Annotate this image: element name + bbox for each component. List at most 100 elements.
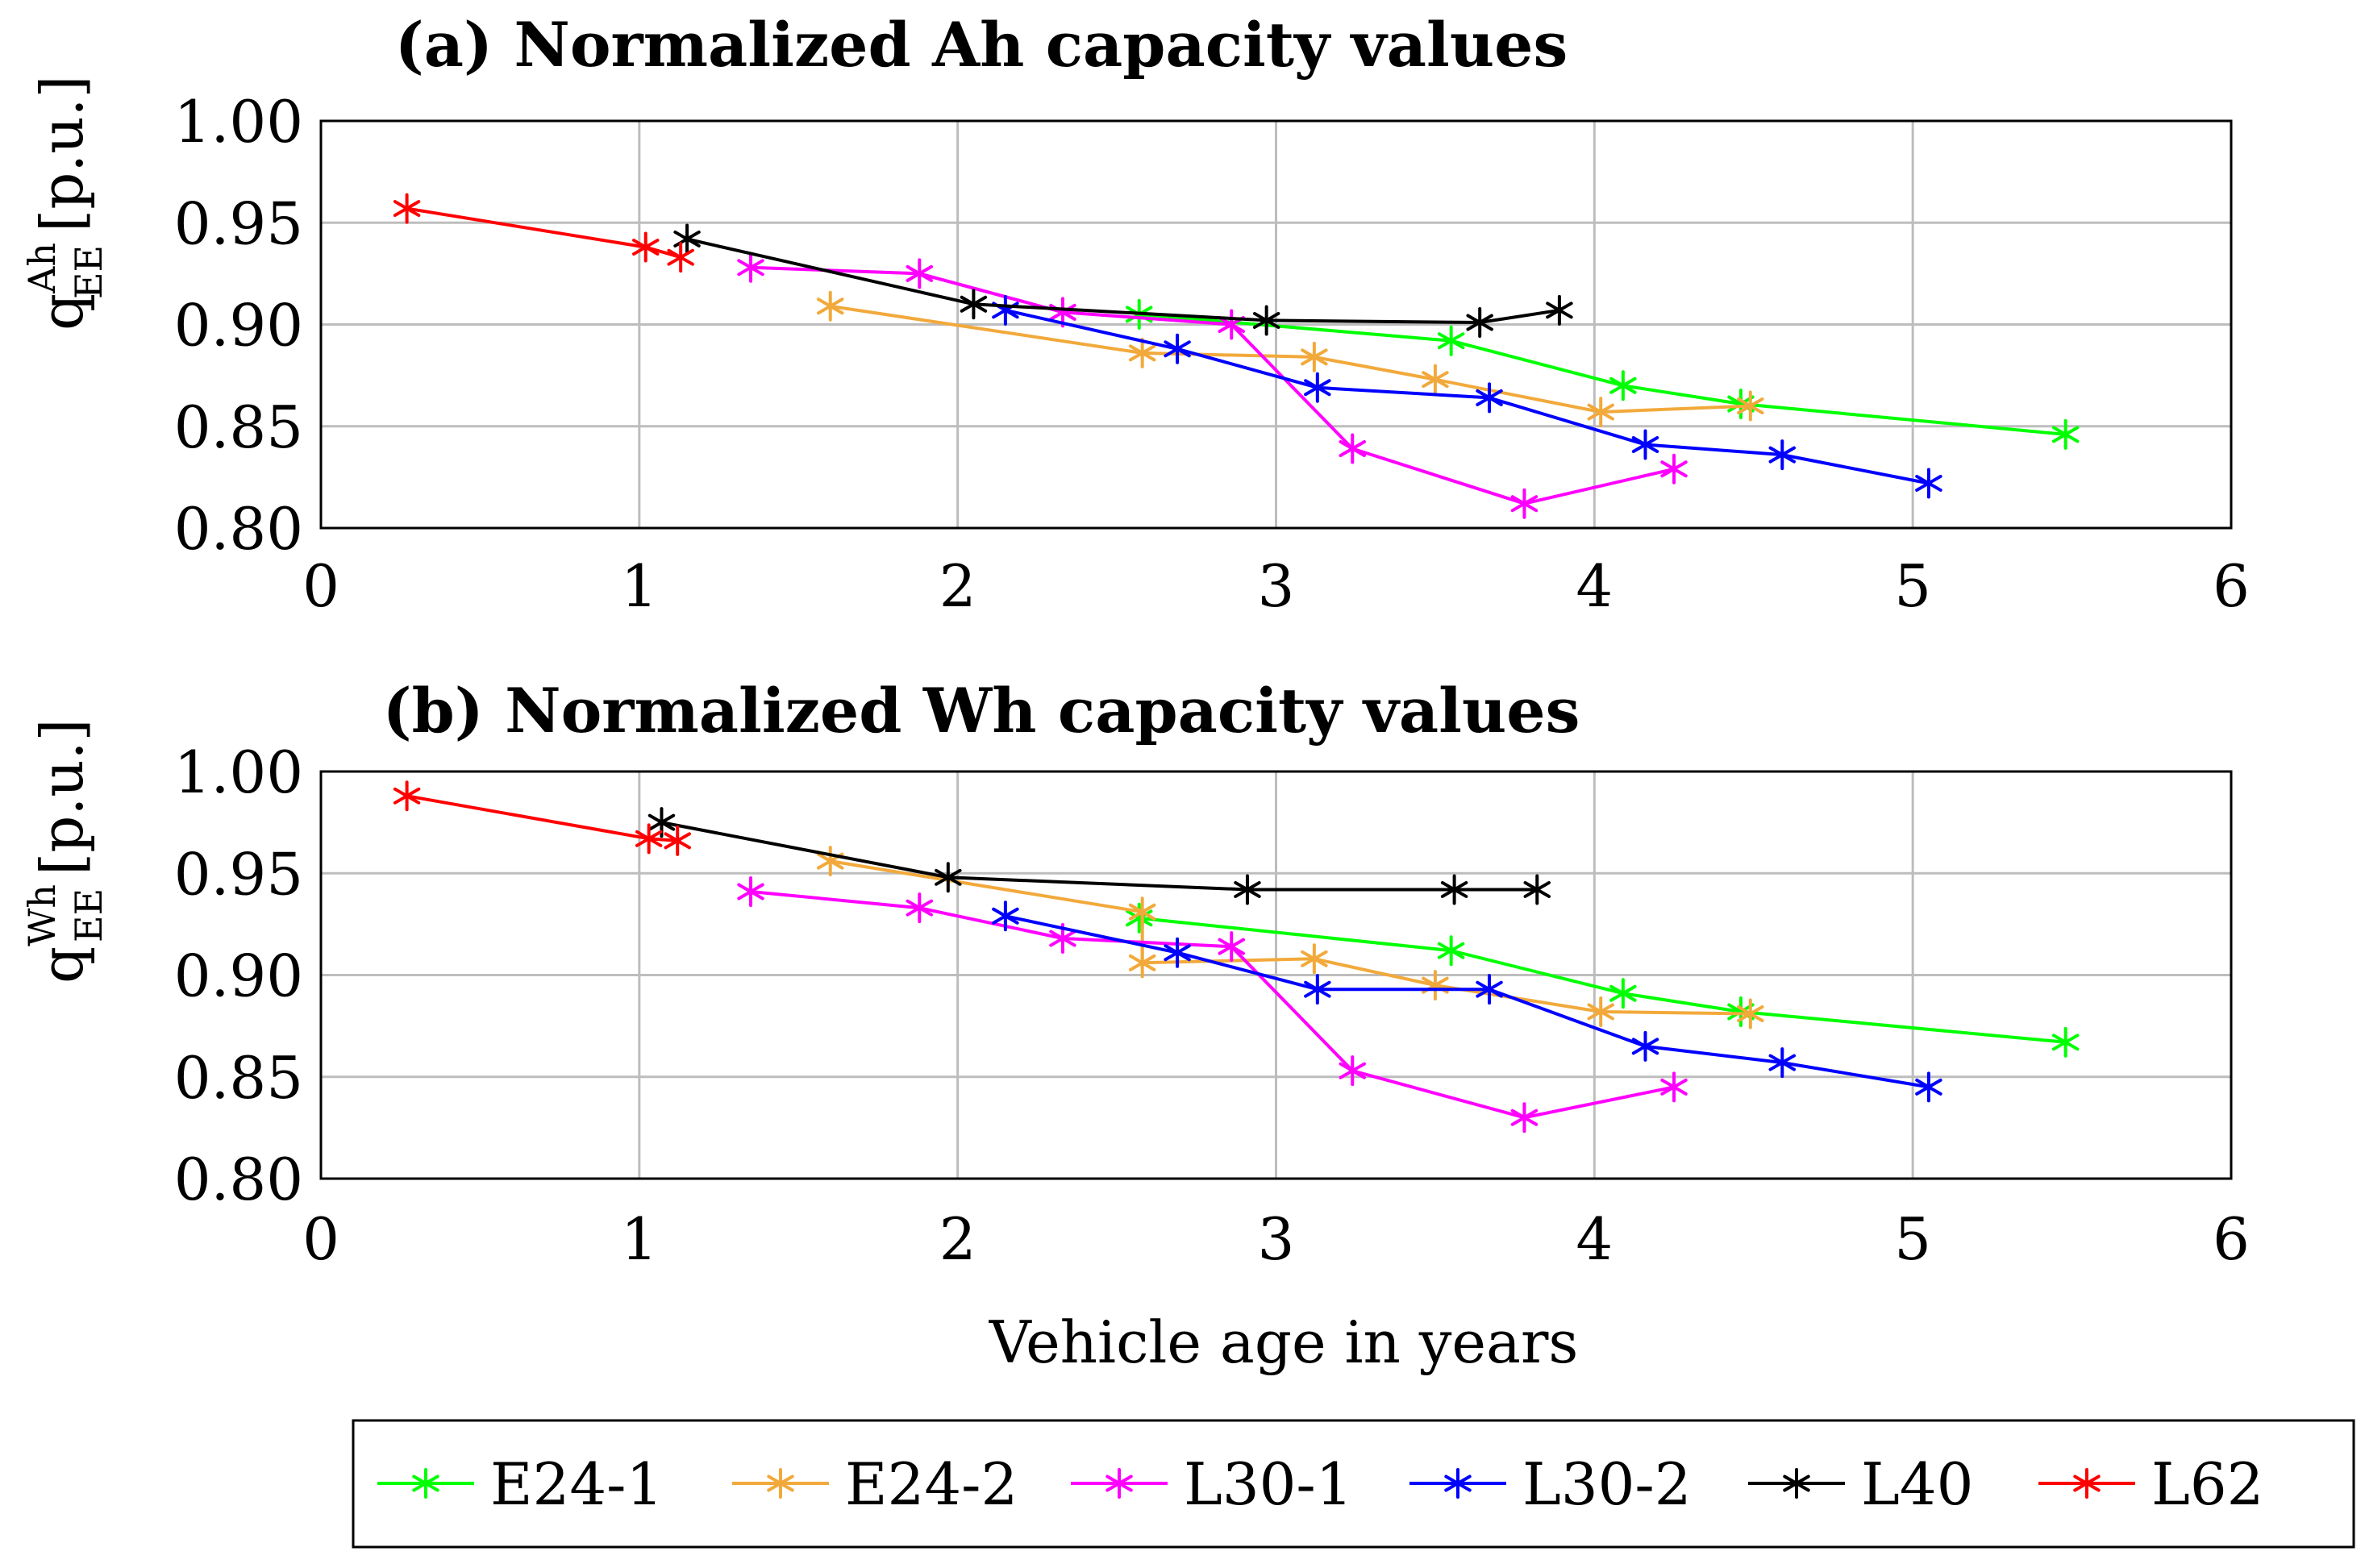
chart-a-point-e24-2: [1737, 390, 1764, 422]
chart-a-point-e24-2: [1301, 341, 1328, 372]
chart-a-point-l30-2: [1631, 429, 1659, 460]
chart-a-point-e24-1: [1437, 325, 1465, 356]
chart-b-point-l30-1: [1510, 1102, 1538, 1133]
chart-b-grid: [321, 772, 2231, 1179]
chart-b: (b) Normalized Wh capacity values 0 1 2 3 4 5…: [20, 675, 2250, 1376]
chart-b-point-l30-2: [1476, 974, 1503, 1005]
chart-a-point-l40: [1252, 305, 1280, 336]
legend: E24-1 E24-2 L30-1 L30-2 L40 L62: [352, 1419, 2355, 1549]
chart-b-y-label-unit: [p.u.]: [28, 718, 96, 875]
chart-b-y-tick-label: 0.90: [174, 942, 303, 1010]
chart-a-point-l30-2: [1304, 372, 1331, 403]
chart-a-y-label-superscript: Ah: [20, 243, 64, 294]
chart-b-series-l62: [393, 780, 691, 856]
legend-label-l30-1: L30-1: [1184, 1450, 1353, 1518]
chart-a-point-l30-1: [737, 252, 764, 283]
legend-entries: E24-1 E24-2 L30-1 L30-2 L40 L62: [377, 1450, 2263, 1518]
chart-b-point-e24-2: [1587, 996, 1614, 1027]
legend-marker-l40: [1783, 1468, 1810, 1499]
chart-a-x-tick-label: 0: [302, 552, 339, 620]
chart-b-point-e24-1: [2051, 1026, 2080, 1058]
chart-a-frame: [319, 119, 2233, 530]
chart-a-point-e24-1: [1609, 370, 1637, 401]
chart-a-series-e24-2: [817, 290, 1764, 428]
legend-entry-l40: L40: [1748, 1450, 1973, 1518]
chart-a: (a) Normalized Ah capacity values 0 1 2 3 4 5…: [20, 9, 2250, 620]
chart-a-y-tick-label: 0.80: [174, 495, 303, 563]
chart-a-point-l40: [960, 289, 988, 320]
chart-a-point-l62: [667, 242, 694, 273]
chart-b-point-e24-2: [1301, 943, 1328, 975]
chart-a-point-l30-1: [1339, 433, 1366, 464]
chart-b-y-ticks: 0.80 0.85 0.90 0.95 1.00: [174, 738, 303, 1213]
chart-a-point-l30-2: [1768, 439, 1797, 471]
legend-label-l30-2: L30-2: [1522, 1450, 1692, 1518]
chart-a-series: [393, 193, 2080, 519]
chart-b-point-l62: [635, 823, 663, 855]
chart-a-point-l30-1: [1510, 488, 1538, 519]
chart-a-point-l30-2: [1164, 333, 1191, 364]
chart-a-y-ticks: 0.80 0.85 0.90 0.95 1.00: [174, 88, 303, 563]
chart-a-point-e24-2: [1128, 337, 1156, 368]
chart-b-point-l40: [935, 862, 962, 893]
chart-b-y-tick-label: 0.95: [174, 840, 303, 908]
chart-b-y-label: qWhEE [p.u.]: [20, 718, 110, 984]
chart-a-y-label-base: q: [28, 293, 96, 331]
chart-b-point-l30-2: [1631, 1030, 1659, 1062]
legend-marker-l30-1: [1105, 1468, 1133, 1499]
chart-a-point-l30-2: [1915, 468, 1942, 499]
chart-b-title: (b) Normalized Wh capacity values: [383, 675, 1580, 747]
chart-a-x-tick-label: 4: [1576, 552, 1613, 620]
chart-a-point-l62: [632, 231, 660, 263]
chart-b-point-l30-1: [737, 876, 764, 907]
chart-a-x-tick-label: 2: [939, 552, 976, 620]
chart-b-point-l30-2: [1915, 1071, 1942, 1103]
chart-a-y-label: qAhEE [p.u.]: [20, 75, 110, 331]
chart-b-point-l40: [1523, 874, 1551, 905]
legend-entry-l62: L62: [2038, 1450, 2263, 1518]
legend-entry-l30-1: L30-1: [1071, 1450, 1353, 1518]
chart-a-line-e24-2: [830, 304, 1751, 414]
chart-a-x-ticks: 0 1 2 3 4 5 6: [302, 552, 2250, 620]
chart-b-y-tick-label: 0.80: [174, 1146, 303, 1213]
legend-marker-e24-1: [412, 1468, 439, 1499]
chart-b-y-label-superscript: Wh: [20, 884, 64, 946]
chart-a-point-e24-1: [2051, 418, 2080, 450]
chart-b-series-l30-2: [992, 900, 1942, 1103]
chart-a-y-label-unit: [p.u.]: [28, 75, 96, 231]
chart-a-point-e24-2: [1422, 364, 1449, 395]
chart-b-y-tick-label: 0.85: [174, 1044, 303, 1112]
chart-b-series: [393, 780, 2080, 1133]
chart-b-point-l40: [1440, 874, 1468, 905]
chart-b-series-l40: [647, 807, 1551, 905]
chart-a-series-l62: [393, 193, 694, 273]
chart-a-point-l62: [393, 193, 421, 224]
chart-b-y-label-base: q: [28, 946, 96, 984]
chart-b-point-l30-1: [1218, 931, 1245, 963]
chart-b-x-tick-label: 3: [1258, 1205, 1295, 1273]
chart-b-x-tick-label: 2: [939, 1205, 976, 1273]
legend-entry-l30-2: L30-2: [1409, 1450, 1692, 1518]
legend-marker-l30-2: [1444, 1468, 1472, 1499]
chart-a-point-l30-2: [1476, 382, 1503, 414]
legend-label-e24-2: E24-2: [845, 1450, 1018, 1518]
chart-b-series-e24-1: [1125, 902, 2080, 1058]
chart-b-point-l62: [664, 825, 691, 856]
chart-a-y-tick-label: 1.00: [174, 88, 303, 156]
chart-b-point-l30-2: [1768, 1047, 1797, 1079]
chart-a-series-l40: [673, 223, 1573, 338]
chart-b-x-tick-label: 6: [2213, 1205, 2250, 1273]
chart-a-x-tick-label: 3: [1258, 552, 1295, 620]
chart-b-x-tick-label: 5: [1894, 1205, 1931, 1273]
chart-a-point-l30-1: [906, 258, 934, 289]
chart-a-y-tick-label: 0.90: [174, 292, 303, 360]
chart-b-point-e24-1: [1437, 935, 1465, 967]
chart-a-title: (a) Normalized Ah capacity values: [395, 9, 1568, 81]
chart-b-point-l30-1: [1339, 1055, 1366, 1087]
chart-b-y-tick-label: 1.00: [174, 738, 303, 806]
legend-entry-e24-1: E24-1: [377, 1450, 663, 1518]
chart-a-y-label-subscript: EE: [67, 245, 110, 299]
chart-b-frame: [319, 770, 2233, 1180]
